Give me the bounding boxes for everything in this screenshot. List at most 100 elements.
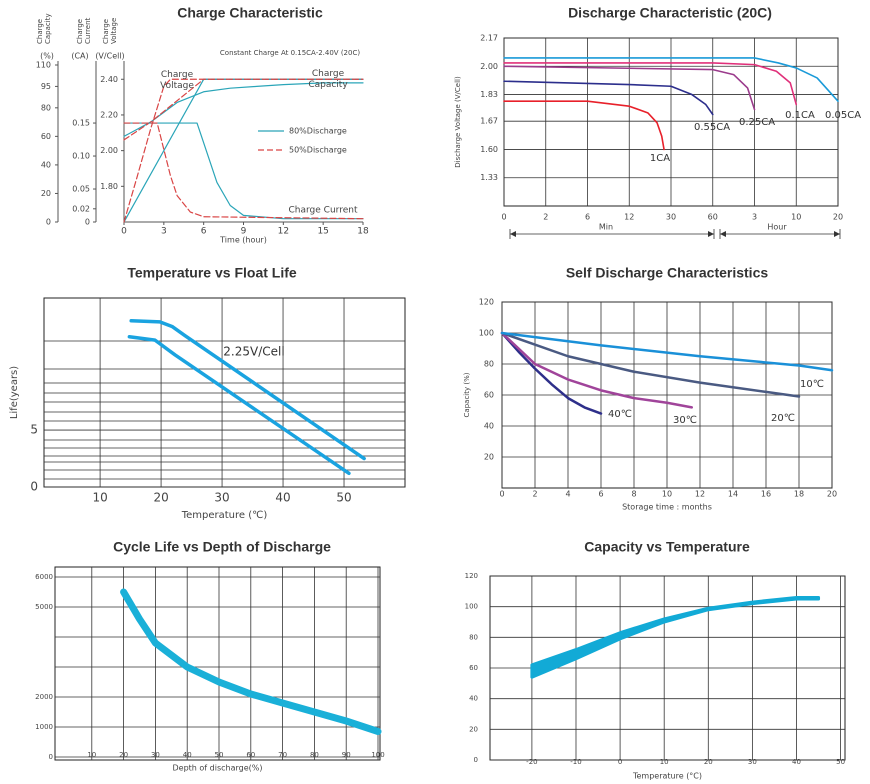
y-tick-label: 40 bbox=[469, 695, 478, 703]
line-series bbox=[129, 319, 366, 461]
x-tick-label: 10 bbox=[92, 491, 107, 505]
y-tick-label: 100 bbox=[465, 603, 478, 611]
chart-title: Capacity vs Temperature bbox=[584, 539, 750, 555]
series-label: 2.25V/Cell bbox=[223, 345, 284, 359]
x-tick-label: 18 bbox=[357, 227, 369, 237]
x-tick-label: 20 bbox=[827, 490, 837, 499]
x-tick-label: 10 bbox=[660, 758, 669, 766]
x-unit-label: Hour bbox=[767, 223, 787, 232]
x-tick-label: 60 bbox=[246, 751, 255, 759]
plot-frame bbox=[54, 566, 381, 761]
y-axis-label: Discharge Voltage (V/Cell) bbox=[454, 76, 462, 168]
y-tick-label: 20 bbox=[484, 453, 494, 462]
x-tick-label: 60 bbox=[708, 213, 718, 222]
x-tick-label: 70 bbox=[278, 751, 287, 759]
y-tick-label: 0.10 bbox=[72, 152, 90, 161]
y-tick-label: 120 bbox=[465, 572, 478, 580]
x-tick-label: 12 bbox=[278, 227, 289, 237]
x-unit-label: Min bbox=[599, 223, 613, 232]
x-tick-label: 10 bbox=[87, 751, 96, 759]
line-series bbox=[127, 334, 351, 476]
y-tick-label: 1.33 bbox=[480, 173, 498, 182]
y-tick-label: 60 bbox=[484, 391, 494, 400]
chart-title: Discharge Characteristic (20C) bbox=[568, 5, 772, 21]
x-tick-label: 3 bbox=[752, 213, 757, 222]
x-tick-label: 2 bbox=[543, 213, 548, 222]
y-tick-label: 80 bbox=[484, 360, 494, 369]
y-tick-label: 0 bbox=[474, 756, 478, 764]
y-tick-label: 95 bbox=[41, 82, 51, 91]
y-axis-label: ChargeCapacity bbox=[36, 13, 52, 44]
line-series bbox=[120, 588, 382, 735]
y-tick-label: 1.83 bbox=[480, 90, 498, 99]
chart-title: Self Discharge Characteristics bbox=[566, 265, 769, 281]
y-axis-unit: (%) bbox=[40, 52, 54, 61]
x-tick-label: 40 bbox=[792, 758, 801, 766]
x-tick-label: 20 bbox=[119, 751, 128, 759]
legend-label: 50%Discharge bbox=[289, 146, 347, 155]
y-tick-label: 40 bbox=[41, 160, 51, 169]
y-tick-label: 2.00 bbox=[480, 62, 498, 71]
x-tick-label: 50 bbox=[836, 758, 845, 766]
y-tick-label: 80 bbox=[469, 633, 478, 641]
x-tick-label: 16 bbox=[761, 490, 771, 499]
x-tick-label: 90 bbox=[342, 751, 351, 759]
y-tick-label: 1.80 bbox=[100, 182, 118, 191]
x-tick-label: 30 bbox=[214, 491, 229, 505]
line-series bbox=[503, 65, 756, 111]
y-tick-label: 80 bbox=[41, 103, 51, 112]
plot-frame bbox=[43, 297, 406, 488]
x-tick-label: 0 bbox=[499, 490, 504, 499]
series-label: 1CA bbox=[650, 153, 670, 164]
y-tick-label: 2.20 bbox=[100, 110, 118, 119]
chart-title: Temperature vs Float Life bbox=[127, 265, 297, 281]
y-axis-label: Life(years) bbox=[9, 366, 20, 419]
line-series bbox=[500, 331, 834, 372]
x-tick-label: 14 bbox=[728, 490, 738, 499]
x-tick-label: 0 bbox=[618, 758, 622, 766]
x-tick-label: 20 bbox=[153, 491, 168, 505]
series-label: 40℃ bbox=[608, 409, 632, 420]
line-series bbox=[500, 331, 801, 398]
x-tick-label: 3 bbox=[161, 227, 167, 237]
x-tick-label: 30 bbox=[151, 751, 160, 759]
x-tick-label: 6 bbox=[598, 490, 603, 499]
line-series bbox=[123, 82, 364, 137]
line-series bbox=[123, 122, 364, 220]
x-tick-label: 30 bbox=[748, 758, 757, 766]
x-tick-label: 40 bbox=[275, 491, 290, 505]
x-axis-label: Temperature (℃) bbox=[181, 510, 268, 521]
x-tick-label: 50 bbox=[336, 491, 351, 505]
curve-label: Charge Current bbox=[289, 206, 358, 216]
y-tick-label: 2.17 bbox=[480, 34, 498, 43]
x-tick-label: 50 bbox=[215, 751, 224, 759]
y-tick-label: 1.67 bbox=[480, 117, 498, 126]
x-tick-label: 9 bbox=[241, 227, 247, 237]
x-tick-label: 2 bbox=[532, 490, 537, 499]
chart-title: Cycle Life vs Depth of Discharge bbox=[113, 539, 331, 555]
x-tick-label: 40 bbox=[183, 751, 192, 759]
y-axis-unit: (V/Cell) bbox=[95, 52, 124, 61]
y-tick-label: 20 bbox=[41, 189, 51, 198]
chart-title: Charge Characteristic bbox=[177, 5, 323, 21]
x-axis-label: Temperature (°C) bbox=[632, 772, 702, 781]
y-tick-label: 110 bbox=[36, 61, 51, 70]
y-tick-label: 0.15 bbox=[72, 119, 90, 128]
x-tick-label: 80 bbox=[310, 751, 319, 759]
x-tick-label: 10 bbox=[791, 213, 801, 222]
x-tick-label: 20 bbox=[833, 213, 843, 222]
y-tick-label: 0 bbox=[49, 753, 53, 761]
x-tick-label: 12 bbox=[695, 490, 705, 499]
y-axis-unit: (CA) bbox=[71, 52, 88, 61]
x-tick-label: 0 bbox=[121, 227, 127, 237]
y-tick-label: 6000 bbox=[35, 573, 53, 581]
x-tick-label: 15 bbox=[317, 227, 328, 237]
y-tick-label: 60 bbox=[41, 132, 51, 141]
series-label: 0.25CA bbox=[739, 117, 775, 128]
x-tick-label: 18 bbox=[794, 490, 804, 499]
legend-label: 80%Discharge bbox=[289, 127, 347, 136]
line-series bbox=[500, 331, 603, 415]
x-tick-label: 6 bbox=[201, 227, 207, 237]
line-series bbox=[503, 62, 798, 106]
